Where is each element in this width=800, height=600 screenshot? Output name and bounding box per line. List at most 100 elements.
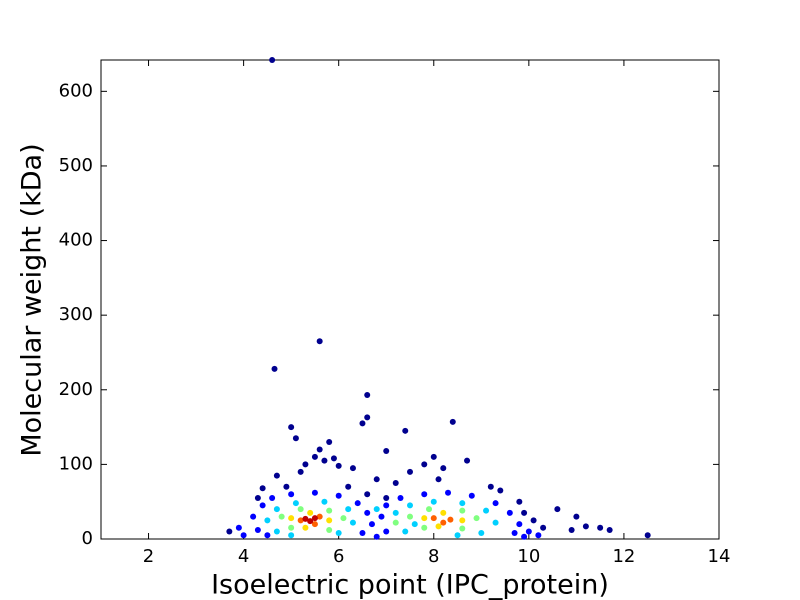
- data-point: [568, 527, 575, 534]
- data-point: [335, 530, 342, 537]
- data-point: [497, 487, 504, 494]
- data-point: [516, 498, 523, 505]
- data-point: [264, 532, 271, 539]
- data-point: [459, 507, 466, 514]
- data-point: [316, 446, 323, 453]
- data-point: [273, 506, 280, 513]
- data-point: [368, 521, 375, 528]
- data-point: [269, 494, 276, 501]
- data-point: [250, 513, 257, 520]
- data-point: [573, 513, 580, 520]
- data-point: [311, 515, 318, 522]
- y-tick-label: 300: [59, 304, 93, 325]
- data-point: [254, 527, 261, 534]
- data-point: [407, 502, 413, 509]
- data-point: [340, 515, 347, 522]
- data-point: [349, 519, 356, 526]
- data-point: [354, 500, 361, 507]
- data-point: [478, 530, 485, 537]
- data-point: [521, 533, 528, 540]
- data-point: [316, 338, 323, 345]
- data-point: [435, 476, 442, 483]
- data-point: [330, 455, 337, 462]
- data-point: [345, 506, 352, 513]
- data-point: [297, 468, 304, 475]
- data-point: [364, 414, 371, 421]
- data-point: [421, 461, 428, 468]
- data-point: [445, 489, 452, 496]
- data-point: [364, 509, 371, 516]
- x-tick-label: 8: [428, 546, 439, 567]
- data-point: [326, 527, 333, 534]
- data-point: [606, 527, 613, 534]
- data-point: [464, 457, 471, 464]
- data-point: [288, 524, 295, 531]
- data-point: [459, 500, 466, 507]
- data-point: [226, 528, 233, 535]
- data-point: [349, 465, 356, 472]
- data-point: [240, 532, 247, 539]
- data-point: [492, 500, 499, 507]
- data-point: [516, 521, 523, 528]
- data-point: [402, 528, 409, 535]
- x-tick-label: 12: [612, 546, 635, 567]
- data-point: [321, 457, 328, 464]
- data-point: [435, 523, 442, 530]
- data-point: [288, 491, 295, 498]
- data-point: [271, 365, 278, 372]
- data-point: [373, 476, 380, 483]
- data-point: [335, 462, 342, 469]
- data-point: [430, 498, 437, 505]
- data-point: [487, 483, 494, 490]
- data-point: [535, 532, 542, 539]
- data-point: [421, 515, 428, 522]
- data-point: [288, 515, 295, 522]
- data-point: [254, 494, 261, 501]
- y-tick-label: 0: [82, 528, 93, 549]
- data-point: [430, 453, 437, 460]
- data-point: [459, 517, 466, 524]
- x-axis-label: Isoelectric point (IPC_protein): [211, 570, 609, 600]
- data-point: [321, 498, 328, 505]
- data-point: [373, 533, 380, 540]
- data-point: [440, 519, 447, 526]
- data-point: [525, 528, 532, 535]
- data-point: [521, 509, 528, 516]
- data-point: [449, 418, 456, 425]
- data-point: [288, 424, 295, 431]
- data-point: [554, 506, 561, 513]
- data-point: [421, 491, 428, 498]
- data-point: [307, 509, 314, 516]
- data-point: [644, 532, 651, 539]
- data-point: [273, 528, 280, 535]
- x-tick-label: 4: [238, 546, 249, 567]
- data-point: [383, 447, 390, 454]
- y-tick-label: 500: [59, 155, 93, 176]
- data-point: [473, 515, 480, 522]
- data-point: [426, 506, 433, 513]
- x-tick-label: 14: [708, 546, 731, 567]
- data-point: [582, 523, 589, 530]
- data-point: [492, 519, 499, 526]
- data-point: [440, 509, 447, 516]
- data-point: [407, 468, 413, 475]
- data-point: [259, 485, 266, 492]
- data-point: [273, 472, 280, 479]
- data-point: [392, 509, 399, 516]
- y-axis-label: Molecular weight (kDa): [17, 143, 48, 456]
- data-point: [326, 439, 333, 446]
- y-tick-label: 200: [59, 379, 93, 400]
- data-point: [297, 517, 304, 524]
- data-point: [264, 517, 271, 524]
- data-point: [292, 500, 299, 507]
- data-point: [302, 515, 309, 522]
- data-point: [383, 528, 390, 535]
- data-point: [383, 494, 390, 501]
- data-point: [311, 489, 318, 496]
- data-point: [483, 507, 490, 514]
- data-point: [397, 494, 404, 501]
- y-tick-label: 100: [59, 453, 93, 474]
- x-tick-label: 10: [517, 546, 540, 567]
- y-tick-label: 600: [59, 80, 93, 101]
- data-point: [311, 521, 318, 528]
